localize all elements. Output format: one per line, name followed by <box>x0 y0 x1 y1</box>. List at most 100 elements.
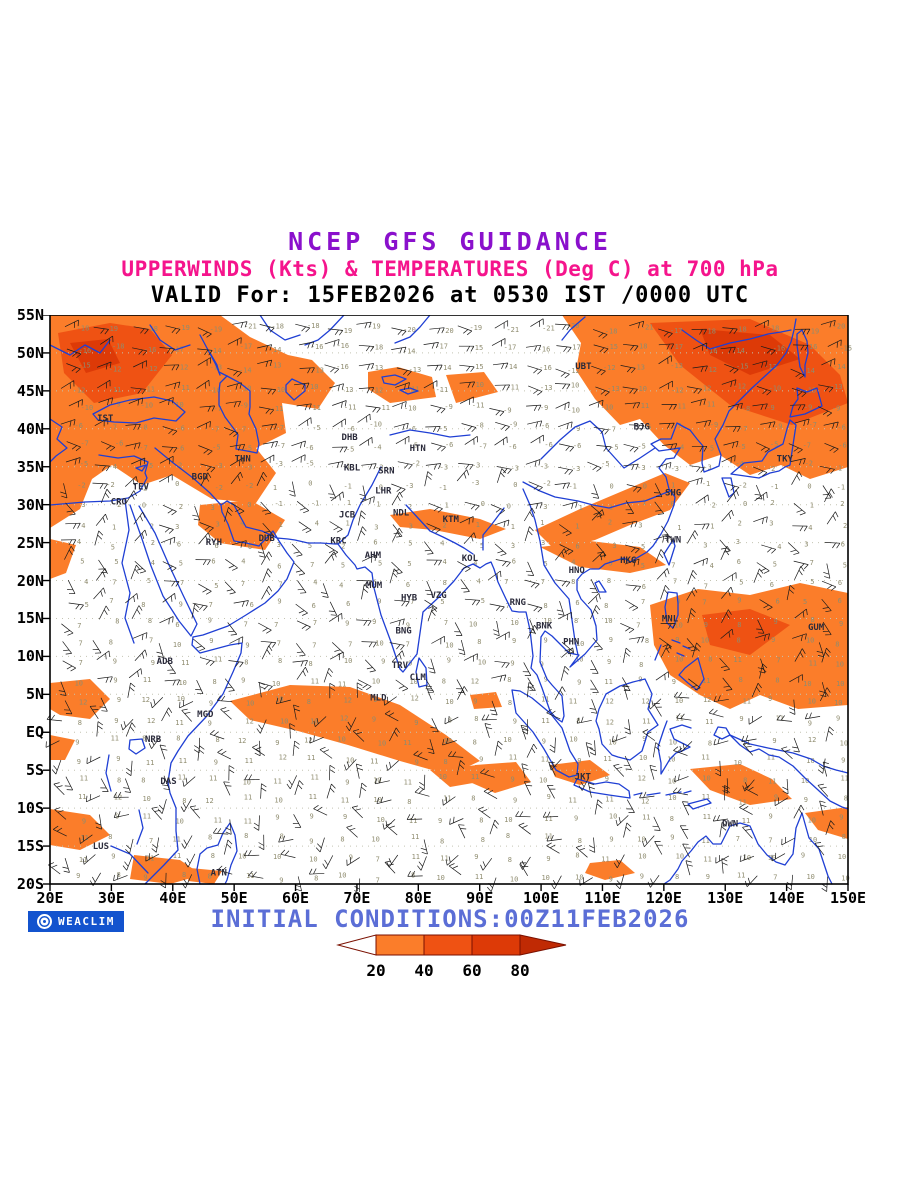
svg-text:9: 9 <box>772 737 776 745</box>
svg-text:-3: -3 <box>275 460 283 468</box>
svg-text:4: 4 <box>442 558 446 566</box>
svg-text:8: 8 <box>708 655 712 663</box>
svg-text:-7: -7 <box>277 442 285 450</box>
svg-text:11: 11 <box>273 778 281 786</box>
station-label: GUM <box>808 623 825 633</box>
station-label: VZG <box>430 591 446 601</box>
svg-text:5: 5 <box>773 561 777 569</box>
svg-text:9: 9 <box>414 719 418 727</box>
brand-label: WEACLIM <box>58 915 115 928</box>
svg-text:11: 11 <box>181 659 189 667</box>
svg-text:10: 10 <box>274 797 282 805</box>
svg-text:-3: -3 <box>440 463 448 471</box>
svg-text:11: 11 <box>146 854 154 862</box>
svg-text:12: 12 <box>142 696 150 704</box>
svg-text:11: 11 <box>471 773 479 781</box>
svg-text:12: 12 <box>238 737 246 745</box>
svg-text:-6: -6 <box>541 422 549 430</box>
axis-ticks <box>43 315 849 891</box>
svg-text:9: 9 <box>774 793 778 801</box>
svg-text:-15: -15 <box>78 362 91 370</box>
svg-text:10: 10 <box>840 739 848 747</box>
svg-text:6: 6 <box>838 597 842 605</box>
svg-text:10: 10 <box>806 873 814 881</box>
svg-text:-15: -15 <box>471 344 484 352</box>
svg-text:-6: -6 <box>115 440 123 448</box>
svg-text:-10: -10 <box>471 381 484 389</box>
svg-text:9: 9 <box>151 659 155 667</box>
svg-text:7: 7 <box>541 578 545 586</box>
svg-text:7: 7 <box>641 598 645 606</box>
svg-text:4: 4 <box>240 520 244 528</box>
svg-text:-3: -3 <box>472 461 480 469</box>
svg-text:-6: -6 <box>508 443 516 451</box>
svg-text:-13: -13 <box>607 385 620 393</box>
station-label: LHR <box>375 486 392 496</box>
svg-text:10: 10 <box>836 660 844 668</box>
svg-text:-13: -13 <box>269 362 282 370</box>
svg-text:10: 10 <box>337 735 345 743</box>
svg-text:9: 9 <box>577 757 581 765</box>
svg-text:-3: -3 <box>405 482 413 490</box>
map-frame <box>49 315 849 885</box>
svg-text:2: 2 <box>117 501 121 509</box>
svg-text:5: 5 <box>408 540 412 548</box>
svg-text:5: 5 <box>111 543 115 551</box>
svg-text:8: 8 <box>182 797 186 805</box>
svg-text:7: 7 <box>704 582 708 590</box>
colorbar-labels: 20 40 60 80 <box>366 961 529 980</box>
svg-text:-21: -21 <box>542 325 555 333</box>
svg-text:-5: -5 <box>212 444 220 452</box>
svg-text:7: 7 <box>109 597 113 605</box>
svg-text:1: 1 <box>810 501 814 509</box>
svg-text:-5: -5 <box>770 441 778 449</box>
svg-text:-7: -7 <box>139 444 147 452</box>
svg-text:10: 10 <box>373 796 381 804</box>
svg-text:3: 3 <box>541 539 545 547</box>
svg-text:-7: -7 <box>673 422 681 430</box>
svg-text:11: 11 <box>509 754 517 762</box>
svg-text:4: 4 <box>84 578 88 586</box>
svg-text:10: 10 <box>75 680 83 688</box>
svg-text:9: 9 <box>546 855 550 863</box>
station-label: HTN <box>410 444 426 454</box>
svg-text:1: 1 <box>347 499 351 507</box>
svg-text:9: 9 <box>406 621 410 629</box>
svg-text:-4: -4 <box>109 463 117 471</box>
svg-text:8: 8 <box>208 834 212 842</box>
svg-text:-17: -17 <box>240 342 253 350</box>
svg-text:-9: -9 <box>710 421 718 429</box>
svg-text:10: 10 <box>510 876 518 884</box>
svg-text:-9: -9 <box>240 401 248 409</box>
svg-text:-16: -16 <box>538 345 551 353</box>
svg-text:-10: -10 <box>769 384 782 392</box>
svg-text:9: 9 <box>116 755 120 763</box>
svg-text:-9: -9 <box>804 403 812 411</box>
svg-text:7: 7 <box>376 877 380 885</box>
svg-text:11: 11 <box>605 796 613 804</box>
svg-text:8: 8 <box>645 637 649 645</box>
svg-text:10: 10 <box>175 818 183 826</box>
svg-text:-10: -10 <box>239 385 252 393</box>
y-axis-label: 55N <box>16 306 44 324</box>
svg-text:8: 8 <box>407 798 411 806</box>
svg-text:-6: -6 <box>346 425 354 433</box>
svg-text:11: 11 <box>307 754 315 762</box>
svg-text:-10: -10 <box>601 404 614 412</box>
svg-text:-1: -1 <box>837 484 845 492</box>
svg-text:9: 9 <box>839 814 843 822</box>
svg-text:-14: -14 <box>505 363 518 371</box>
svg-text:8: 8 <box>739 676 743 684</box>
svg-text:7: 7 <box>277 639 281 647</box>
svg-text:-10: -10 <box>567 382 580 390</box>
svg-text:4: 4 <box>440 540 444 548</box>
svg-text:9: 9 <box>510 659 514 667</box>
svg-text:9: 9 <box>115 812 119 820</box>
svg-text:-10: -10 <box>567 406 580 414</box>
svg-text:8: 8 <box>508 699 512 707</box>
svg-text:10: 10 <box>178 679 186 687</box>
svg-text:-2: -2 <box>375 463 383 471</box>
svg-text:0: 0 <box>175 480 179 488</box>
svg-text:-11: -11 <box>703 401 716 409</box>
svg-text:-13: -13 <box>341 386 354 394</box>
